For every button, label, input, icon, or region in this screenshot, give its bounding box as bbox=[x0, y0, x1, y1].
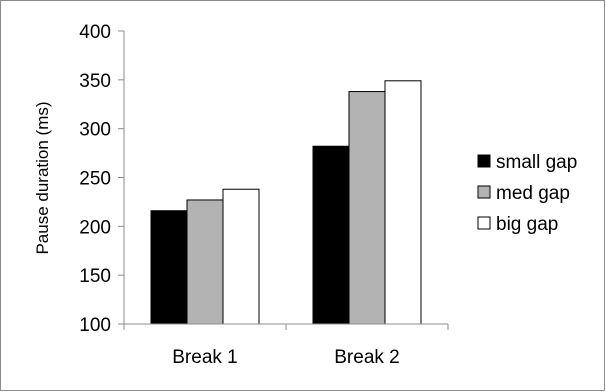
y-tick-label: 250 bbox=[79, 169, 111, 190]
bar-big-gap-break-1 bbox=[222, 188, 260, 325]
legend-label: small gap bbox=[496, 152, 577, 173]
y-axis-ticks: 100 150 200 250 300 350 400 bbox=[79, 22, 124, 336]
bar-small-gap-break-2 bbox=[312, 145, 350, 325]
x-tick-label: Break 1 bbox=[172, 347, 237, 368]
bar-small-gap-break-1 bbox=[150, 210, 188, 325]
legend-swatch bbox=[477, 216, 491, 230]
y-tick-label: 200 bbox=[79, 217, 111, 238]
x-tick-label: Break 2 bbox=[334, 347, 399, 368]
bars bbox=[150, 80, 422, 325]
bar-med-gap-break-2 bbox=[348, 91, 386, 325]
y-tick-label: 150 bbox=[79, 266, 111, 287]
legend-label: med gap bbox=[496, 183, 570, 204]
x-axis-ticks: Break 1 Break 2 bbox=[123, 324, 449, 368]
bar-big-gap-break-2 bbox=[384, 80, 422, 325]
legend-swatch bbox=[477, 154, 491, 168]
y-axis-title: Pause duration (ms) bbox=[33, 101, 52, 254]
y-tick-label: 400 bbox=[79, 22, 111, 43]
y-tick-label: 300 bbox=[79, 120, 111, 141]
y-tick-label: 350 bbox=[79, 71, 111, 92]
legend: small gap med gap big gap bbox=[477, 152, 577, 235]
legend-swatch bbox=[477, 185, 491, 199]
legend-label: big gap bbox=[496, 214, 558, 235]
bar-med-gap-break-1 bbox=[186, 199, 224, 325]
y-tick-label: 100 bbox=[79, 315, 111, 336]
